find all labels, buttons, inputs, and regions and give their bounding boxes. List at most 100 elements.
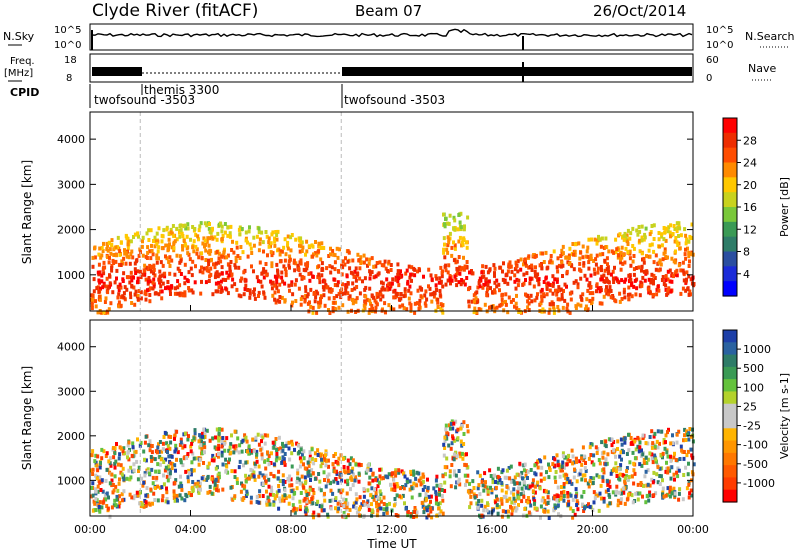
range-cell: [434, 274, 438, 279]
range-cell: [483, 471, 487, 476]
range-cell: [625, 466, 629, 470]
range-cell: [114, 459, 118, 464]
range-cell: [646, 457, 650, 462]
range-cell: [168, 475, 172, 479]
range-cell: [596, 286, 600, 291]
range-cell: [632, 246, 636, 251]
range-cell: [687, 482, 691, 487]
range-cell: [559, 496, 563, 501]
range-cell: [302, 275, 306, 280]
range-cell: [677, 429, 681, 434]
range-cell: [136, 231, 140, 236]
range-cell: [597, 508, 601, 513]
range-cell: [519, 257, 523, 262]
range-cell: [500, 481, 504, 485]
range-cell: [624, 235, 628, 240]
range-cell: [362, 253, 366, 258]
range-cell: [275, 490, 279, 495]
range-cell: [103, 300, 107, 304]
range-cell: [184, 469, 188, 474]
range-cell: [275, 285, 279, 290]
range-cell: [545, 266, 549, 271]
range-cell: [190, 288, 194, 293]
range-cell: [648, 435, 652, 439]
range-cell: [440, 270, 444, 275]
range-cell: [560, 490, 563, 495]
range-cell: [625, 469, 629, 474]
range-cell: [520, 486, 524, 491]
range-cell: [250, 264, 253, 269]
range-cell: [329, 481, 332, 486]
range-cell: [173, 463, 177, 468]
range-cell: [270, 261, 274, 266]
range-cell: [583, 506, 586, 511]
range-cell: [429, 506, 433, 511]
range-cell: [240, 449, 244, 454]
range-cell: [619, 463, 623, 468]
range-cell: [462, 227, 466, 232]
range-cell: [212, 458, 216, 463]
range-cell: [136, 297, 140, 301]
range-cell: [244, 473, 248, 478]
range-cell: [349, 487, 352, 492]
range-cell: [419, 287, 423, 291]
range-cell: [203, 238, 207, 243]
range-cell: [193, 280, 197, 285]
range-cell: [313, 476, 317, 481]
range-cell: [438, 293, 442, 298]
range-cell: [108, 456, 112, 461]
range-cell: [90, 302, 94, 307]
range-cell: [194, 244, 198, 249]
range-cell: [117, 262, 121, 267]
range-cell: [293, 447, 296, 452]
range-cell: [398, 304, 402, 309]
range-cell: [178, 254, 182, 259]
range-cell: [512, 479, 516, 484]
range-cell: [208, 438, 212, 443]
range-cell: [143, 263, 147, 268]
range-cell: [154, 469, 158, 474]
range-cell: [257, 500, 261, 505]
range-cell: [472, 310, 476, 315]
range-cell: [442, 250, 446, 255]
range-cell: [458, 220, 462, 225]
range-cell: [666, 288, 670, 293]
range-cell: [564, 255, 568, 260]
range-cell: [189, 237, 192, 242]
range-cell: [207, 243, 211, 248]
range-cell: [687, 292, 691, 297]
range-cell: [398, 297, 402, 302]
range-cell: [296, 471, 300, 476]
range-cell: [167, 259, 171, 264]
range-cell: [436, 297, 440, 302]
range-cell: [455, 266, 459, 271]
range-cell: [415, 470, 419, 475]
range-cell: [660, 243, 664, 248]
range-cell: [143, 471, 147, 476]
range-cell: [382, 511, 386, 516]
range-cell: [148, 299, 152, 304]
range-cell: [559, 264, 563, 269]
range-cell: [151, 501, 154, 506]
range-cell: [247, 444, 251, 449]
range-cell: [162, 482, 166, 487]
range-cell: [569, 297, 573, 302]
range-cell: [205, 428, 209, 433]
range-cell: [480, 275, 484, 280]
range-cell: [520, 499, 524, 504]
range-cell: [450, 278, 454, 283]
range-cell: [640, 238, 644, 243]
range-cell: [229, 450, 233, 455]
range-cell: [555, 265, 559, 270]
range-cell: [476, 486, 480, 491]
range-cell: [178, 230, 181, 235]
range-cell: [540, 287, 544, 292]
range-cell: [539, 478, 543, 483]
range-cell: [583, 466, 587, 470]
range-cell: [237, 450, 241, 455]
range-cell: [113, 474, 117, 479]
range-cell: [441, 498, 445, 503]
range-cell: [288, 288, 291, 293]
range-cell: [117, 504, 121, 509]
nave-tick-top: 60: [706, 55, 719, 66]
